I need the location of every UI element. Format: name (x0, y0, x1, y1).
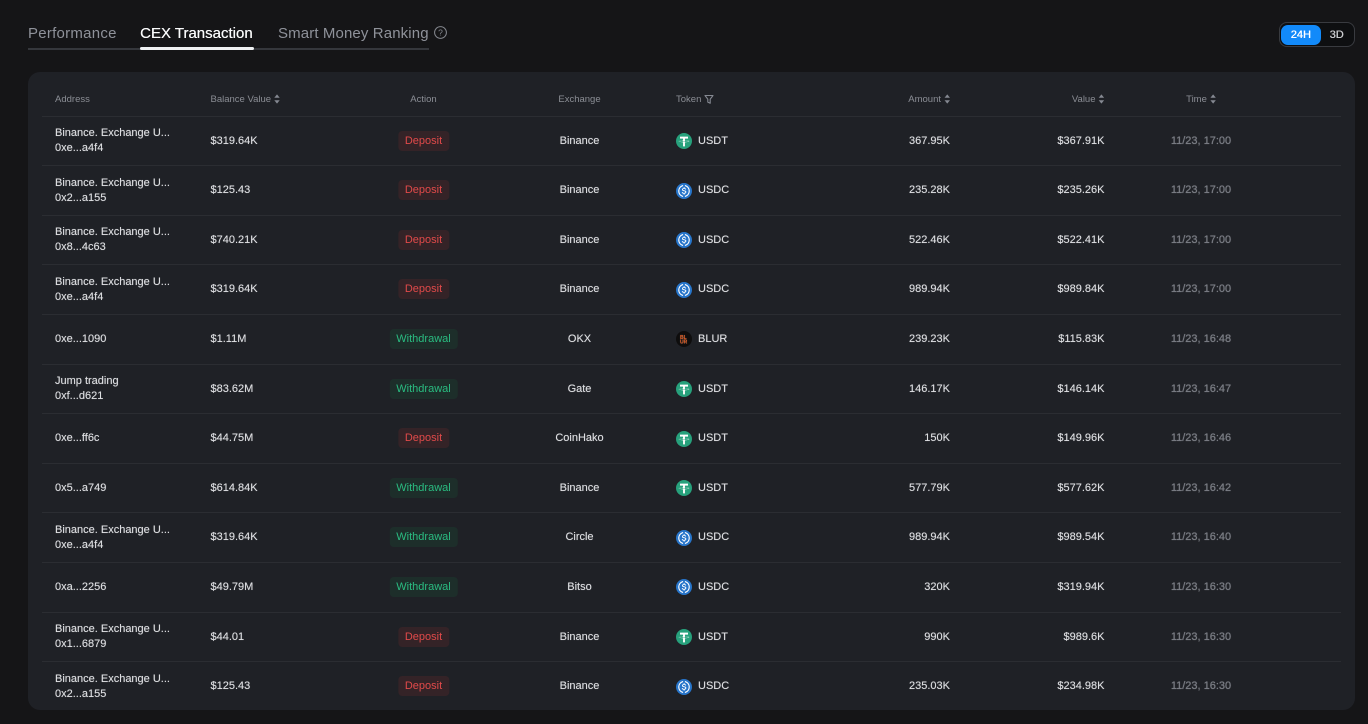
svg-text:UR: UR (680, 340, 688, 346)
svg-text:?: ? (438, 28, 443, 38)
svg-text:BL: BL (680, 335, 687, 341)
